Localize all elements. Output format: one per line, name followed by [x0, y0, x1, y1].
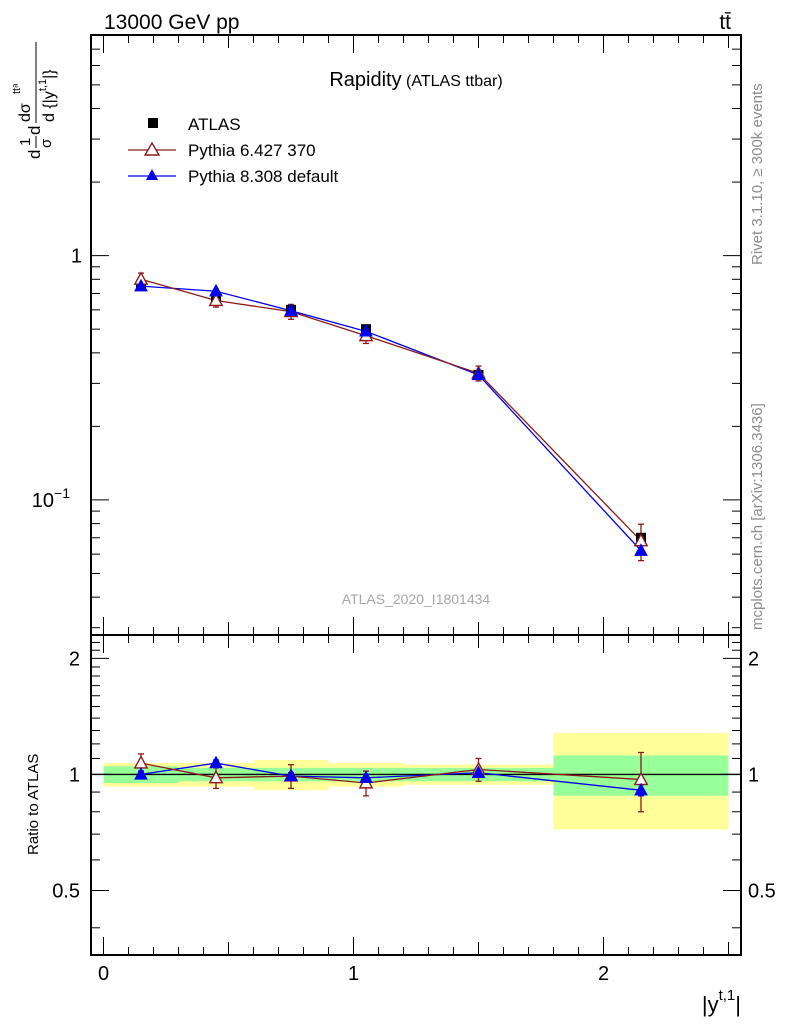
process-label: tt̄ [719, 11, 731, 34]
ylabel-dsigma: dσ [17, 103, 34, 122]
legend: ATLAS Pythia 6.427 370 Pythia 8.308 defa… [128, 115, 339, 186]
pythia8-point [134, 278, 148, 292]
ratio-y-tick-label: 0.5 [52, 880, 80, 902]
ratio-frame [90, 634, 742, 956]
pythia8-ratio-point [209, 755, 223, 769]
pythia8-point [359, 323, 373, 337]
legend-atlas-label: ATLAS [188, 115, 241, 134]
ratio-y-label: Ratio to ATLAS [25, 754, 42, 855]
analysis-id: ATLAS_2020_I1801434 [342, 591, 491, 607]
x-ticks: 0 1 2 [98, 35, 729, 985]
main-title-text: Rapidity [329, 69, 401, 91]
pythia8-ratio-point [134, 766, 148, 780]
ylabel-one: 1 [17, 138, 34, 146]
main-y-ticks: 1 10−1 [32, 34, 741, 629]
legend-pythia6-label: Pythia 6.427 370 [188, 141, 316, 160]
pythia8-point [284, 303, 298, 316]
ratio-panel: 2 2 1 1 0.5 0.5 0 1 2 Ratio to ATLAS |yt,1| [25, 35, 776, 1017]
main-panel: 1 10−1 Rapidity (ATLAS ttbar) ATLAS_2020_… [11, 34, 742, 636]
pythia8-ratio-point [634, 782, 648, 796]
legend-pythia8-marker [146, 169, 158, 180]
main-subtitle-text: (ATLAS ttbar) [406, 73, 503, 90]
x-axis-label: |yt,1| [702, 987, 741, 1017]
pythia6-ratio-point [208, 769, 224, 784]
pythia6-ratio-point [133, 755, 149, 769]
x-tick-label: 2 [598, 963, 609, 985]
legend-entry-pythia8: Pythia 8.308 default [128, 167, 339, 186]
main-markers [133, 271, 649, 562]
ratio-y-tick-label-right: 2 [748, 648, 759, 670]
pythia8-point [634, 543, 648, 556]
ratio-y-tick-label-right: 1 [748, 764, 759, 786]
main-y-tick-label: 10−1 [32, 485, 70, 512]
main-y-label: d 1 σ d dσ ttᵃ d {|yt,1|} [11, 42, 58, 159]
main-title: Rapidity (ATLAS ttbar) [329, 69, 502, 91]
ylabel-sigma: σ [38, 138, 55, 148]
ratio-y-tick-label: 1 [69, 764, 80, 786]
ratio-y-tick-label: 2 [69, 648, 80, 670]
rivet-label: Rivet 3.1.10, ≥ 300k events [749, 83, 766, 265]
legend-pythia8-label: Pythia 8.308 default [188, 167, 339, 186]
x-tick-label: 0 [98, 963, 109, 985]
pythia6-line [140, 278, 642, 542]
ratio-y-tick-label-right: 0.5 [748, 880, 776, 902]
pythia8-line [140, 285, 642, 552]
ratio-series-lines [140, 762, 642, 791]
pythia8-point [209, 283, 223, 297]
pythia6-point [208, 292, 224, 307]
energy-label: 13000 GeV pp [104, 11, 239, 34]
pythia8-ratio-line [140, 762, 642, 791]
pythia8-ratio-point [359, 770, 373, 784]
ylabel-tt: ttᵃ [11, 83, 23, 94]
main-y-tick-label: 1 [71, 246, 82, 268]
ylabel-d: d [25, 150, 44, 159]
legend-pythia6-marker [143, 141, 161, 156]
pythia8-point [471, 367, 486, 381]
ylabel-denominator: d {|yt,1|} [37, 69, 58, 122]
pythia8-ratio-point [471, 765, 486, 778]
legend-atlas-marker [148, 118, 158, 128]
pythia8-ratio-point [284, 768, 298, 782]
x-tick-label: 1 [348, 963, 359, 985]
legend-entry-atlas: ATLAS [148, 115, 241, 134]
ylabel-d2: d [25, 126, 44, 135]
ratio-markers [133, 751, 649, 813]
source-label: mcplots.cern.ch [arXiv:1306.3436] [749, 403, 766, 630]
main-series-lines [140, 278, 642, 552]
pythia6-ratio-line [140, 762, 642, 784]
ratio-y-ticks: 2 2 1 1 0.5 0.5 [52, 641, 776, 929]
legend-entry-pythia6: Pythia 6.427 370 [128, 141, 316, 160]
